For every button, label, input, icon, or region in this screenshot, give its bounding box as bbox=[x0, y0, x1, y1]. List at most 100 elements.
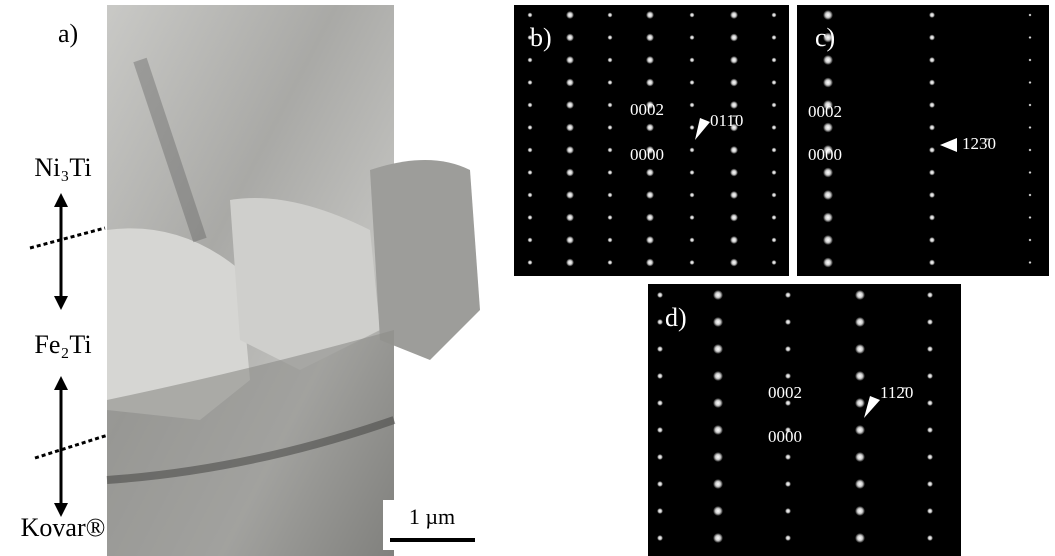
spot bbox=[646, 56, 654, 64]
spot bbox=[713, 344, 723, 354]
spot bbox=[730, 146, 738, 154]
spot bbox=[730, 34, 738, 42]
spot bbox=[929, 215, 935, 221]
spot bbox=[608, 148, 613, 153]
spot bbox=[566, 79, 574, 87]
panel-label: c) bbox=[815, 23, 835, 52]
spot bbox=[657, 535, 663, 541]
spot bbox=[608, 215, 613, 220]
spot bbox=[730, 56, 738, 64]
spot bbox=[657, 454, 663, 460]
spot bbox=[730, 11, 738, 19]
spot-index: 0002 bbox=[808, 102, 842, 121]
spot bbox=[823, 123, 833, 133]
spot bbox=[785, 508, 791, 514]
spot bbox=[566, 124, 574, 132]
spot bbox=[646, 214, 654, 222]
spot-index: 0002 bbox=[630, 100, 664, 119]
spot bbox=[566, 259, 574, 267]
spot bbox=[713, 398, 723, 408]
phase-label: Ni₃Ti bbox=[34, 153, 91, 182]
spot bbox=[690, 80, 695, 85]
spot bbox=[823, 190, 833, 200]
spot bbox=[855, 398, 865, 408]
spot bbox=[690, 35, 695, 40]
spot bbox=[713, 371, 723, 381]
spot-index: 0002 bbox=[768, 383, 802, 402]
phase-label: Kovar® bbox=[21, 513, 106, 542]
spot bbox=[929, 57, 935, 63]
spot bbox=[646, 236, 654, 244]
spot bbox=[927, 346, 933, 352]
spot bbox=[927, 427, 933, 433]
spot bbox=[646, 34, 654, 42]
spot bbox=[608, 193, 613, 198]
spot bbox=[1029, 171, 1032, 174]
spot bbox=[713, 506, 723, 516]
spot bbox=[566, 169, 574, 177]
spot bbox=[566, 34, 574, 42]
spot bbox=[730, 169, 738, 177]
spot bbox=[713, 290, 723, 300]
spot bbox=[785, 373, 791, 379]
spot bbox=[528, 238, 533, 243]
spot bbox=[713, 425, 723, 435]
spot bbox=[927, 373, 933, 379]
spot bbox=[690, 260, 695, 265]
spot bbox=[690, 215, 695, 220]
spot bbox=[730, 191, 738, 199]
spot bbox=[528, 13, 533, 18]
spot bbox=[1029, 14, 1032, 17]
spot bbox=[713, 479, 723, 489]
figure: a) 1 µm Ni₃Ti Fe₂Ti Kovar® b) 0002 0000 … bbox=[0, 0, 1055, 556]
spot bbox=[730, 214, 738, 222]
spot bbox=[566, 191, 574, 199]
pattern-b bbox=[514, 5, 789, 276]
spot bbox=[772, 193, 777, 198]
spot bbox=[528, 103, 533, 108]
spot bbox=[823, 258, 833, 268]
spot bbox=[772, 80, 777, 85]
spot bbox=[657, 346, 663, 352]
spot bbox=[785, 319, 791, 325]
spot bbox=[772, 238, 777, 243]
spot bbox=[730, 259, 738, 267]
spot bbox=[657, 292, 663, 298]
spot bbox=[929, 260, 935, 266]
pointer-label: 011̄0 bbox=[710, 111, 743, 130]
spot bbox=[566, 101, 574, 109]
spot bbox=[772, 170, 777, 175]
spot bbox=[566, 11, 574, 19]
spot bbox=[528, 58, 533, 63]
spot bbox=[608, 238, 613, 243]
spot bbox=[713, 317, 723, 327]
spot bbox=[929, 125, 935, 131]
spot bbox=[657, 319, 663, 325]
pattern-d bbox=[648, 284, 961, 556]
spot bbox=[657, 508, 663, 514]
spot bbox=[1029, 104, 1032, 107]
pointer-label: 123̄0 bbox=[962, 134, 996, 153]
spot bbox=[855, 317, 865, 327]
spot-index: 0000 bbox=[630, 145, 664, 164]
spot bbox=[927, 508, 933, 514]
spot bbox=[927, 292, 933, 298]
spot bbox=[1029, 239, 1032, 242]
spot bbox=[528, 170, 533, 175]
spot bbox=[929, 12, 935, 18]
spot bbox=[855, 452, 865, 462]
spot bbox=[690, 58, 695, 63]
pointer-label: 112̄0 bbox=[880, 383, 913, 402]
spot bbox=[927, 481, 933, 487]
spot bbox=[1029, 149, 1032, 152]
spot bbox=[608, 170, 613, 175]
spot bbox=[823, 78, 833, 88]
spot bbox=[690, 13, 695, 18]
scale-bar-label: 1 µm bbox=[409, 504, 455, 529]
spot bbox=[690, 238, 695, 243]
phase-label: Fe₂Ti bbox=[34, 330, 91, 359]
panel-label: b) bbox=[530, 23, 552, 52]
spot bbox=[927, 454, 933, 460]
spot bbox=[608, 35, 613, 40]
spot bbox=[855, 506, 865, 516]
